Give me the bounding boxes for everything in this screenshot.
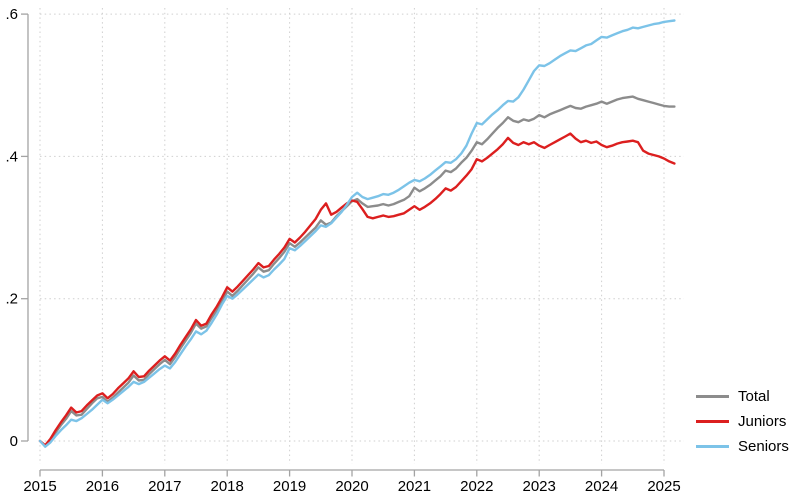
x-tick-label: 2023 (523, 478, 556, 495)
x-tick-label: 2025 (647, 478, 680, 495)
legend-swatch-seniors (696, 445, 729, 448)
legend-swatch-juniors (696, 420, 729, 423)
x-tick-label: 2019 (273, 478, 306, 495)
y-tick-label: 0 (10, 433, 18, 450)
x-tick-label: 2015 (23, 478, 56, 495)
x-tick-label: 2016 (86, 478, 119, 495)
legend-label-total: Total (738, 388, 770, 405)
series-line-total (38, 95, 676, 448)
legend-swatch-total (696, 395, 729, 398)
y-tick-label: .4 (5, 148, 18, 165)
x-tick-label: 2017 (148, 478, 181, 495)
x-tick-label: 2022 (460, 478, 493, 495)
x-tick-label: 2020 (335, 478, 368, 495)
legend-item-total: Total (696, 384, 796, 409)
legend: Total Juniors Seniors (696, 384, 796, 459)
series-line-seniors (38, 19, 676, 448)
x-tick-label: 2018 (211, 478, 244, 495)
y-tick-label: .2 (5, 291, 18, 308)
legend-item-juniors: Juniors (696, 409, 796, 434)
y-tick-label: .6 (5, 6, 18, 23)
legend-label-juniors: Juniors (738, 413, 787, 430)
x-tick-label: 2021 (398, 478, 431, 495)
series-line-juniors (38, 132, 676, 447)
legend-label-seniors: Seniors (738, 438, 789, 455)
legend-item-seniors: Seniors (696, 434, 796, 459)
x-tick-label: 2024 (585, 478, 618, 495)
